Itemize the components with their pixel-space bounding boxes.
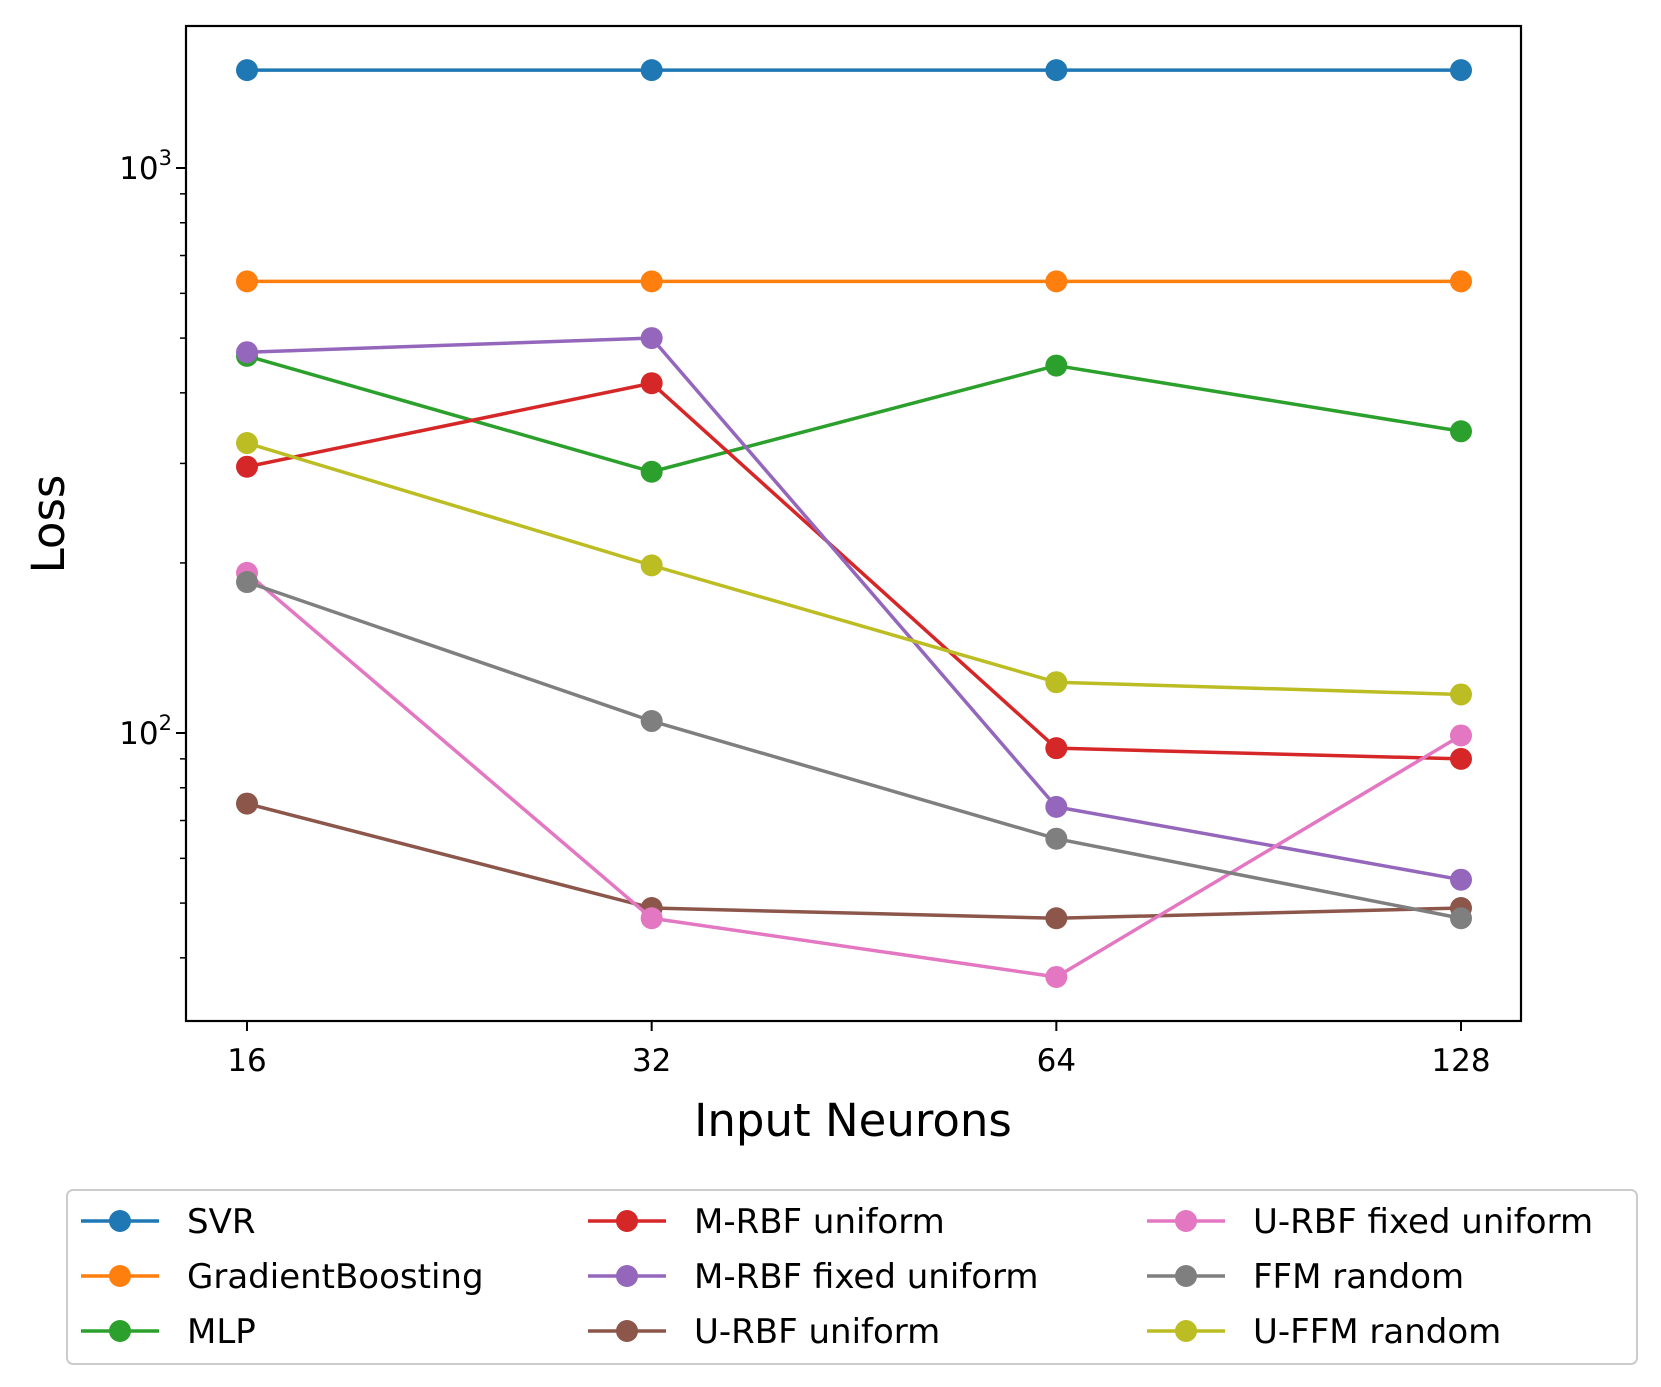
x-tick-label: 128	[1431, 1043, 1490, 1079]
data-point	[1045, 795, 1068, 818]
data-point	[640, 554, 663, 577]
data-point	[640, 710, 663, 733]
legend-label: M-RBF uniform	[694, 1202, 945, 1242]
data-point	[1045, 671, 1068, 694]
x-tick-label: 64	[1037, 1043, 1076, 1079]
legend-marker	[1175, 1210, 1197, 1232]
series-layer	[236, 59, 1472, 988]
legend-label: MLP	[187, 1312, 256, 1352]
legend-item-u-rbf-uniform: U-RBF uniform	[588, 1312, 940, 1352]
y-axis: 103 102	[119, 146, 186, 959]
series-m-rbf-uniform	[236, 372, 1472, 770]
legend-marker	[616, 1210, 638, 1232]
data-point	[236, 792, 258, 815]
series-line	[246, 336, 1462, 882]
data-point	[236, 571, 258, 594]
data-point	[236, 270, 258, 293]
data-point	[640, 59, 663, 82]
y-tick-label: 103	[119, 146, 172, 187]
data-point	[1045, 270, 1068, 293]
data-point	[1450, 420, 1472, 443]
data-point	[640, 907, 663, 930]
data-point	[1045, 965, 1068, 988]
series-line	[246, 441, 1462, 697]
data-point	[236, 432, 258, 455]
legend-marker	[1175, 1265, 1197, 1287]
data-point	[1450, 270, 1472, 293]
data-point	[1045, 907, 1068, 930]
x-axis: 16 32 64 128	[227, 1021, 1491, 1079]
legend-label: U-RBF fixed uniform	[1253, 1202, 1593, 1242]
data-point	[1450, 907, 1472, 930]
legend-label: GradientBoosting	[187, 1257, 484, 1297]
plot-area	[184, 24, 1523, 1023]
data-point	[1450, 747, 1472, 770]
data-point	[236, 455, 258, 478]
data-point	[1450, 59, 1472, 82]
legend-item-m-rbf-uniform: M-RBF uniform	[588, 1202, 945, 1242]
legend-item-mlp: MLP	[81, 1312, 256, 1352]
data-point	[1045, 354, 1068, 377]
series-u-rbf-fixed-uniform	[236, 561, 1472, 988]
x-axis-label: Input Neurons	[694, 1094, 1012, 1147]
legend-marker	[109, 1320, 131, 1342]
legend: SVR GradientBoosting MLP M-RBF uniform M-RBF…	[66, 1189, 1638, 1365]
series-ffm-random	[236, 571, 1472, 930]
legend-item-gradientboosting: GradientBoosting	[81, 1257, 484, 1297]
data-point	[640, 327, 663, 350]
data-point	[1450, 868, 1472, 891]
legend-marker	[109, 1210, 131, 1232]
data-point	[236, 341, 258, 364]
legend-label: SVR	[187, 1202, 255, 1242]
x-tick-label: 16	[227, 1043, 266, 1079]
series-line	[246, 801, 1462, 921]
series-gradientboosting	[236, 270, 1472, 293]
legend-marker	[109, 1265, 131, 1287]
legend-item-svr: SVR	[81, 1202, 255, 1242]
series-line	[246, 580, 1462, 920]
data-point	[640, 372, 663, 395]
data-point	[1450, 683, 1472, 706]
legend-marker	[1175, 1320, 1197, 1342]
series-line	[245, 571, 1462, 979]
legend-item-u-ffm-random: U-FFM random	[1147, 1312, 1501, 1352]
legend-label: FFM random	[1253, 1257, 1464, 1297]
legend-item-u-rbf-fixed-uniform: U-RBF fixed uniform	[1147, 1202, 1593, 1242]
data-point	[1045, 827, 1068, 850]
data-point	[1045, 59, 1068, 82]
y-tick-label: 102	[119, 711, 172, 752]
series-m-rbf-fixed-uniform	[236, 327, 1472, 891]
x-tick-label: 32	[632, 1043, 671, 1079]
series-line	[246, 354, 1462, 474]
data-point	[236, 59, 258, 82]
data-point	[640, 270, 663, 293]
y-axis-label: Loss	[22, 475, 75, 574]
legend-item-m-rbf-fixed-uniform: M-RBF fixed uniform	[588, 1257, 1039, 1297]
plot-frame	[184, 24, 1523, 1023]
data-point	[640, 460, 663, 483]
series-line	[246, 381, 1462, 761]
series-u-ffm-random	[236, 432, 1472, 706]
legend-item-ffm-random: FFM random	[1147, 1257, 1464, 1297]
legend-frame	[66, 1189, 1638, 1365]
legend-items: SVR GradientBoosting MLP M-RBF uniform M-RBF…	[81, 1202, 1593, 1352]
legend-label: M-RBF fixed uniform	[694, 1257, 1039, 1297]
series-svr	[236, 59, 1472, 82]
legend-marker	[616, 1265, 638, 1287]
legend-marker	[616, 1320, 638, 1342]
data-point	[1045, 737, 1068, 760]
data-point	[1450, 724, 1472, 747]
legend-label: U-RBF uniform	[694, 1312, 940, 1352]
legend-label: U-FFM random	[1253, 1312, 1501, 1352]
